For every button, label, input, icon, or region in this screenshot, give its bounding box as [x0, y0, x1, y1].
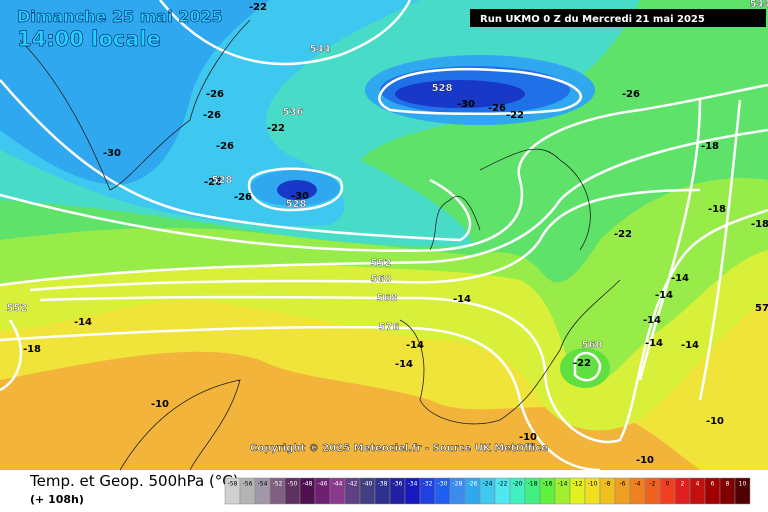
map-label: -22: [573, 358, 591, 369]
footer-title: Temp. et Geop. 500hPa (°C): [29, 472, 239, 490]
run-box: [470, 9, 766, 27]
legend-label: -26: [468, 481, 478, 488]
map-label: 552: [7, 303, 28, 314]
map-label: 544: [750, 0, 768, 10]
legend-label: -38: [378, 481, 388, 488]
map-label: -10: [519, 432, 537, 443]
map-label: -26: [216, 141, 234, 152]
map-label: 536: [283, 107, 304, 118]
map-label: 552: [371, 258, 392, 269]
map-label: -14: [645, 338, 663, 349]
legend-label: -30: [438, 481, 448, 488]
legend-label: -54: [258, 481, 268, 488]
legend-label: -6: [620, 481, 626, 488]
map-label: 528: [212, 175, 233, 186]
legend-label: 6: [711, 481, 715, 488]
map-label: -14: [74, 317, 92, 328]
run-label: Run UKMO 0 Z du Mercredi 21 mai 2025: [480, 14, 705, 25]
legend-label: 10: [739, 481, 747, 488]
map-label: -22: [249, 2, 267, 13]
map-label: -26: [622, 89, 640, 100]
map-label: -26: [488, 103, 506, 114]
coastlines: [19, 19, 621, 471]
legend-label: -8: [605, 481, 611, 488]
legend-label: -18: [528, 481, 538, 488]
map-label: -26: [234, 192, 252, 203]
contour-lines: [0, 0, 768, 444]
time-label: 14:00 locale: [17, 27, 161, 51]
legend-label: -24: [483, 481, 493, 488]
map-label: -14: [395, 359, 413, 370]
map-label: -26: [206, 89, 224, 100]
legend-label: 4: [696, 481, 700, 488]
legend-label: -10: [588, 481, 598, 488]
map-label: -26: [204, 177, 222, 188]
map-label: -14: [681, 340, 699, 351]
legend-swatch: [734, 477, 751, 505]
map-label: 544: [310, 44, 331, 55]
legend-label: -48: [303, 481, 313, 488]
legend-label: -52: [273, 481, 283, 488]
legend-label: -46: [318, 481, 328, 488]
map-label: -30: [103, 148, 121, 159]
legend-label: -4: [635, 481, 641, 488]
map-label: -18: [751, 219, 768, 230]
map-label: -18: [23, 344, 41, 355]
legend-label: -32: [423, 481, 433, 488]
map-label: -10: [151, 399, 169, 410]
legend-label: -50: [288, 481, 298, 488]
map-label: -14: [655, 290, 673, 301]
footer-lead: (+ 108h): [30, 493, 84, 506]
legend-label: -20: [513, 481, 523, 488]
legend-label: -16: [543, 481, 553, 488]
map-label: -14: [643, 315, 661, 326]
map-label: -26: [203, 110, 221, 121]
map-label: -30: [457, 99, 475, 110]
date-label: Dimanche 25 mai 2025: [17, 7, 223, 26]
legend-label: 0: [666, 481, 670, 488]
map-label: -10: [636, 455, 654, 466]
copyright: Copyright © 2025 Meteociel.fr - Source U…: [250, 443, 548, 454]
legend-label: -44: [333, 481, 343, 488]
map-label: -14: [671, 273, 689, 284]
map-label: 568: [377, 293, 398, 304]
legend-label: -12: [573, 481, 583, 488]
map-label: -18: [708, 204, 726, 215]
legend-label: 2: [681, 481, 685, 488]
color-legend: -58 -56 -54 -52 -50 -48 -46 -44 -42 -40 -38 -36 -34-…: [224, 477, 751, 505]
legend-label: 8: [726, 481, 730, 488]
map-label: -14: [453, 294, 471, 305]
map-label: 560: [582, 340, 603, 351]
legend-label: -28: [453, 481, 463, 488]
map-label: -10: [706, 416, 724, 427]
map-label: -18: [701, 141, 719, 152]
map-label: 576: [379, 322, 400, 333]
legend-label: -56: [243, 481, 253, 488]
map-label: -22: [614, 229, 632, 240]
map-label: 528: [432, 83, 453, 94]
legend-label: -58: [228, 481, 238, 488]
legend-label: -34: [408, 481, 418, 488]
legend-label: -42: [348, 481, 358, 488]
map-label: 57: [755, 303, 768, 314]
map-label: 528: [286, 199, 307, 210]
map-label: -30: [291, 191, 309, 202]
map-label: -14: [406, 340, 424, 351]
legend-label: -22: [498, 481, 508, 488]
map-label: 560: [371, 274, 392, 285]
legend-label: -40: [363, 481, 373, 488]
legend-label: -2: [650, 481, 656, 488]
legend-label: -14: [558, 481, 568, 488]
legend-label: -36: [393, 481, 403, 488]
map-label: -22: [506, 110, 524, 121]
map-label: -22: [267, 123, 285, 134]
